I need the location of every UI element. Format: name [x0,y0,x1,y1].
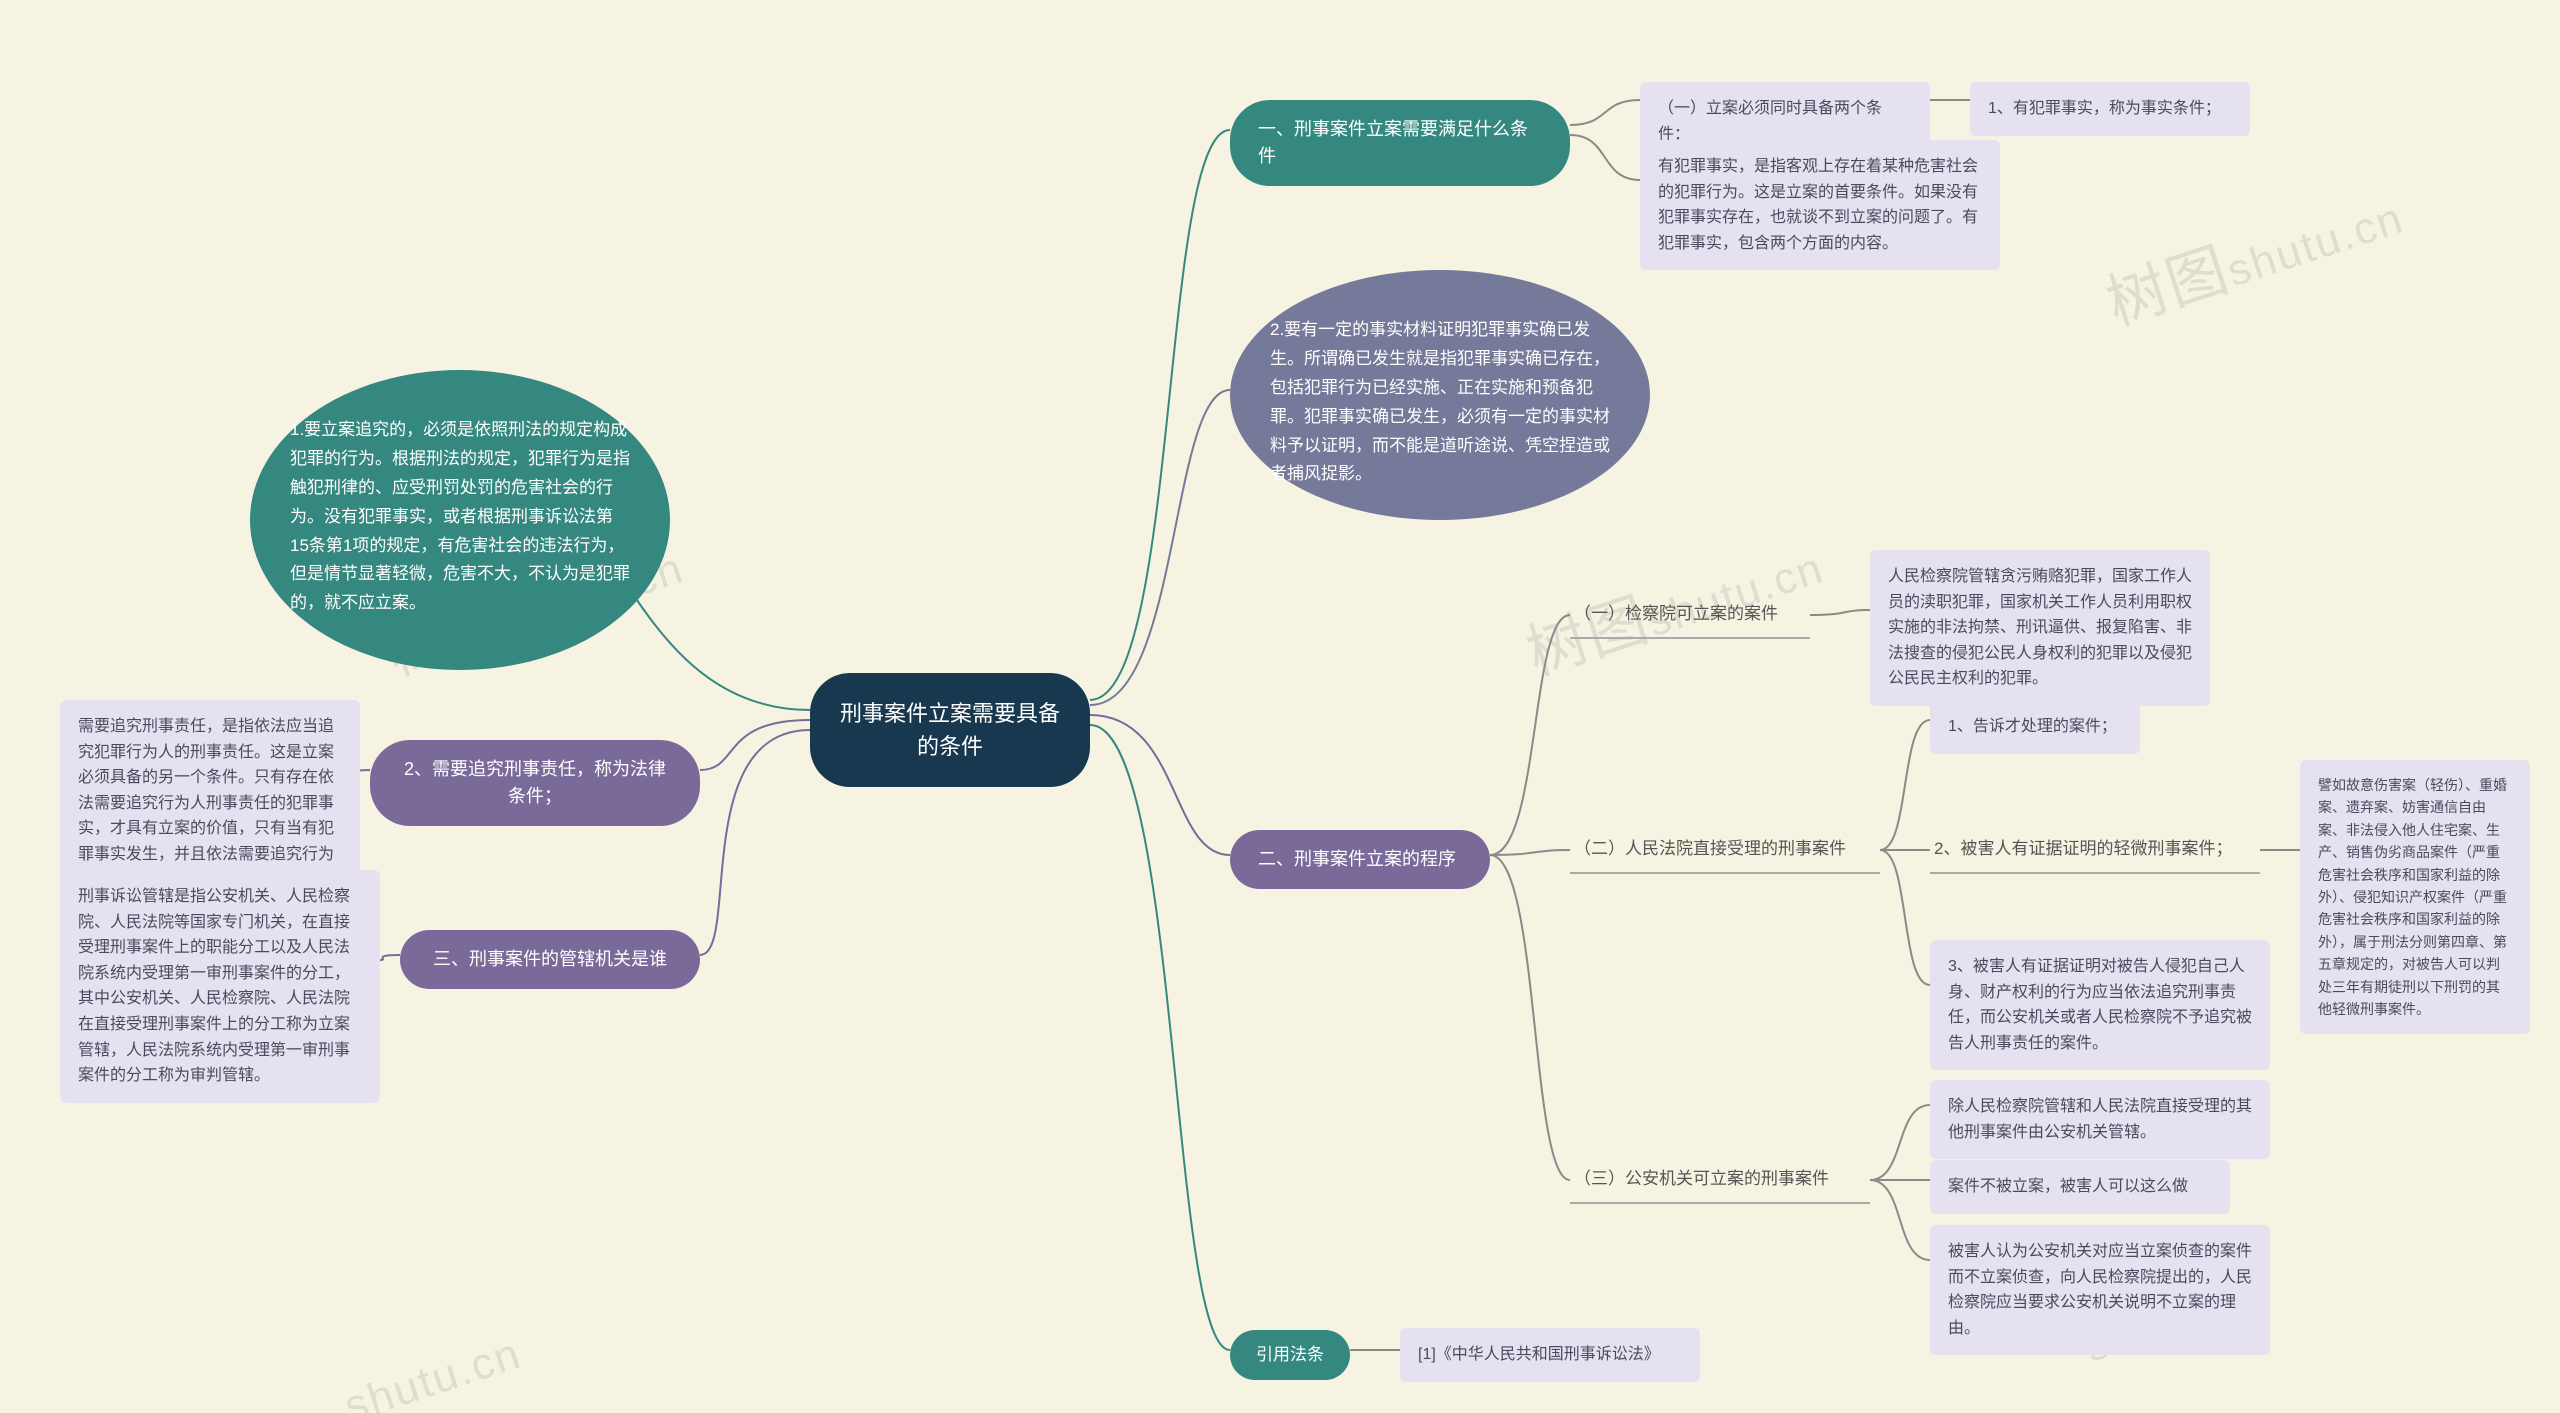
right-pill-1[interactable]: 一、刑事案件立案需要满足什么条件 [1230,100,1570,186]
r2-c-3: 被害人认为公安机关对应当立案侦查的案件而不立案侦查，向人民检察院提出的，人民检察… [1930,1225,2270,1355]
r2-b-1: 1、告诉才处理的案件； [1930,700,2140,754]
left-oval-1[interactable]: 1.要立案追究的，必须是依照刑法的规定构成犯罪的行为。根据刑法的规定，犯罪行为是… [250,370,670,670]
r2-a[interactable]: （一）检察院可立案的案件 [1570,595,1810,639]
right-oval-2-text: 2.要有一定的事实材料证明犯罪事实确已发生。所谓确已发生就是指犯罪事实确已存在，… [1270,320,1610,483]
left-pill-3-text: 三、刑事案件的管辖机关是谁 [433,949,667,969]
r2-c-2-text: 案件不被立案，被害人可以这么做 [1948,1178,2188,1195]
left-box-3-text: 刑事诉讼管辖是指公安机关、人民检察院、人民法院等国家专门机关，在直接受理刑事案件… [78,888,350,1084]
cite-label: 引用法条 [1256,1345,1324,1364]
r2-a-box-text: 人民检察院管辖贪污贿赂犯罪，国家工作人员的渎职犯罪，国家机关工作人员利用职权实施… [1888,568,2192,687]
right-pill-cite[interactable]: 引用法条 [1230,1330,1350,1380]
r1-box-b: 有犯罪事实，是指客观上存在着某种危害社会的犯罪行为。这是立案的首要条件。如果没有… [1640,140,2000,270]
r2-b-2[interactable]: 2、被害人有证据证明的轻微刑事案件； [1930,830,2260,874]
r2-c-2: 案件不被立案，被害人可以这么做 [1930,1160,2230,1214]
cite-box-text: [1]《中华人民共和国刑事诉讼法》 [1418,1346,1660,1363]
center-node[interactable]: 刑事案件立案需要具备的条件 [810,673,1090,787]
r2-c-text: （三）公安机关可立案的刑事案件 [1574,1169,1829,1188]
watermark-cn: 树图 [2099,235,2238,337]
r2-a-text: （一）检察院可立案的案件 [1574,604,1778,623]
r2-b-2-text: 2、被害人有证据证明的轻微刑事案件； [1934,839,2232,858]
r2-b-text: （二）人民法院直接受理的刑事案件 [1574,839,1846,858]
r2-c-1: 除人民检察院管辖和人民法院直接受理的其他刑事案件由公安机关管辖。 [1930,1080,2270,1159]
left-pill-2-text: 2、需要追究刑事责任，称为法律条件； [404,759,666,806]
r1-box-a-text: （一）立案必须同时具备两个条件： [1658,100,1882,143]
r2-c[interactable]: （三）公安机关可立案的刑事案件 [1570,1160,1870,1204]
r2-b-2-box-text: 譬如故意伤害案（轻伤）、重婚案、遗弃案、妨害通信自由案、非法侵入他人住宅案、生产… [2318,777,2507,1017]
center-label: 刑事案件立案需要具备的条件 [840,701,1060,759]
right-pill-1-text: 一、刑事案件立案需要满足什么条件 [1258,119,1528,166]
r2-b-2-box: 譬如故意伤害案（轻伤）、重婚案、遗弃案、妨害通信自由案、非法侵入他人住宅案、生产… [2300,760,2530,1034]
cite-box: [1]《中华人民共和国刑事诉讼法》 [1400,1328,1700,1382]
left-pill-2[interactable]: 2、需要追究刑事责任，称为法律条件； [370,740,700,826]
left-pill-3[interactable]: 三、刑事案件的管辖机关是谁 [400,930,700,989]
left-oval-1-text: 1.要立案追究的，必须是依照刑法的规定构成犯罪的行为。根据刑法的规定，犯罪行为是… [290,420,630,612]
r2-b[interactable]: （二）人民法院直接受理的刑事案件 [1570,830,1880,874]
right-pill-2[interactable]: 二、刑事案件立案的程序 [1230,830,1490,889]
left-box-3: 刑事诉讼管辖是指公安机关、人民检察院、人民法院等国家专门机关，在直接受理刑事案件… [60,870,380,1103]
watermark-en: shutu.cn [339,1329,528,1413]
r2-a-box: 人民检察院管辖贪污贿赂犯罪，国家工作人员的渎职犯罪，国家机关工作人员利用职权实施… [1870,550,2210,706]
r1-box-a2: 1、有犯罪事实，称为事实条件； [1970,82,2250,136]
r2-b-3-text: 3、被害人有证据证明对被告人侵犯自己人身、财产权利的行为应当依法追究刑事责任，而… [1948,958,2252,1052]
r2-b-1-text: 1、告诉才处理的案件； [1948,718,2117,735]
r2-c-1-text: 除人民检察院管辖和人民法院直接受理的其他刑事案件由公安机关管辖。 [1948,1098,2252,1141]
r2-b-3: 3、被害人有证据证明对被告人侵犯自己人身、财产权利的行为应当依法追究刑事责任，而… [1930,940,2270,1070]
right-pill-2-text: 二、刑事案件立案的程序 [1258,849,1456,869]
r1-box-b-text: 有犯罪事实，是指客观上存在着某种危害社会的犯罪行为。这是立案的首要条件。如果没有… [1658,158,1978,252]
right-oval-2[interactable]: 2.要有一定的事实材料证明犯罪事实确已发生。所谓确已发生就是指犯罪事实确已存在，… [1230,270,1650,520]
watermark-en: shutu.cn [2221,193,2410,296]
r1-box-a2-text: 1、有犯罪事实，称为事实条件； [1988,100,2221,117]
r2-c-3-text: 被害人认为公安机关对应当立案侦查的案件而不立案侦查，向人民检察院提出的，人民检察… [1948,1243,2252,1337]
